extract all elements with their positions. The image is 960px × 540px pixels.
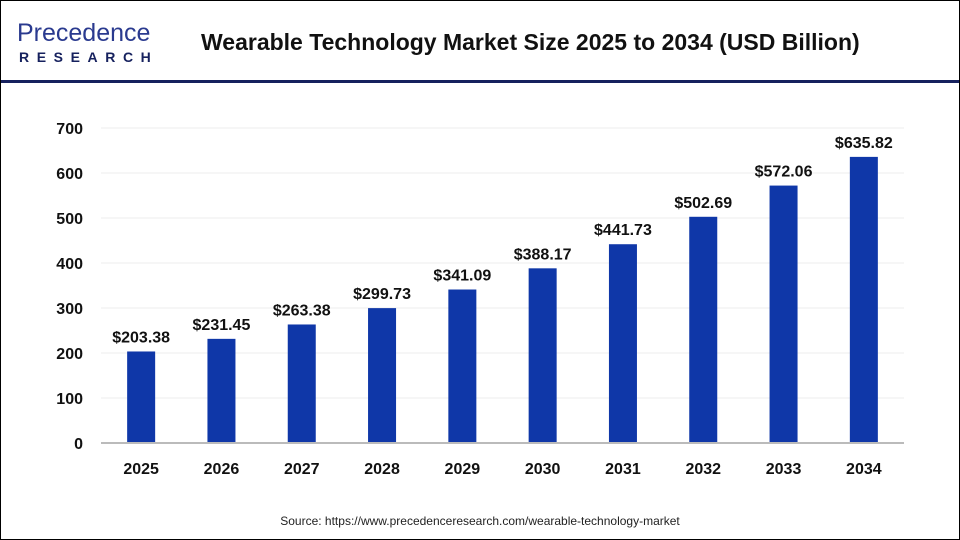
data-label-2028: $299.73 [353,286,411,303]
bar-2030 [528,268,557,443]
bar-2027 [287,324,316,443]
bar-2031 [608,244,637,443]
bar-2034 [849,156,878,444]
bar-2033 [769,185,798,443]
y-tick-label: 200 [56,346,83,363]
data-label-2030: $388.17 [514,246,572,263]
precedence-research-logo: Precedence RESEARCH [17,19,167,69]
bar-2029 [448,289,477,443]
y-tick-label: 700 [56,121,83,138]
x-tick-label: 2025 [123,461,159,478]
bar-2026 [207,338,236,443]
data-label-2025: $203.38 [112,329,170,346]
data-label-2033: $572.06 [755,164,813,181]
data-label-2032: $502.69 [674,195,732,212]
y-tick-label: 100 [56,391,83,408]
x-tick-label: 2030 [525,461,561,478]
logo-line2: RESEARCH [19,49,159,65]
x-tick-label: 2032 [685,461,721,478]
x-tick-label: 2026 [204,461,240,478]
x-tick-label: 2029 [445,461,481,478]
logo-line1: Precedence [17,19,151,47]
data-label-2034: $635.82 [835,135,893,152]
data-label-2026: $231.45 [193,317,251,334]
bar-2032 [689,216,718,443]
y-tick-label: 400 [56,256,83,273]
x-tick-label: 2033 [766,461,802,478]
y-tick-label: 300 [56,301,83,318]
x-tick-label: 2031 [605,461,641,478]
x-tick-label: 2027 [284,461,320,478]
bar-2028 [368,308,397,443]
y-tick-label: 0 [74,436,83,453]
data-label-2027: $263.38 [273,302,331,319]
data-label-2029: $341.09 [433,268,491,285]
x-tick-label: 2028 [364,461,400,478]
y-tick-label: 500 [56,211,83,228]
source-note: Source: https://www.precedenceresearch.c… [280,514,680,528]
bar-2025 [127,351,156,443]
x-tick-label: 2034 [846,461,882,478]
chart-title: Wearable Technology Market Size 2025 to … [201,29,860,55]
data-label-2031: $441.73 [594,222,652,239]
y-tick-label: 600 [56,166,83,183]
header-divider [1,80,959,83]
